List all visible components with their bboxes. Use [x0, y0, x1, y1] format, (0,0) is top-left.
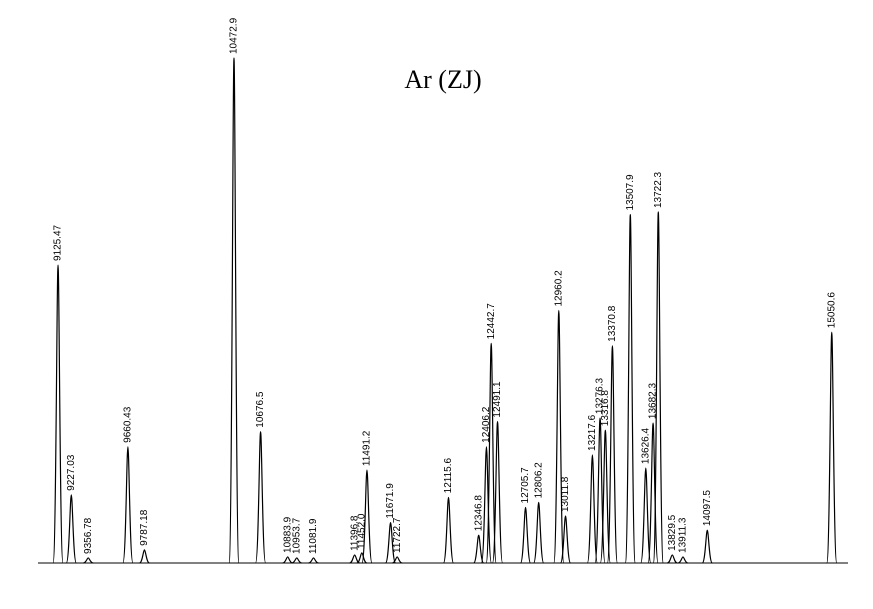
peak-label: 13682.3 [648, 383, 659, 420]
peak-label: 9125.47 [53, 224, 64, 261]
peak [701, 529, 713, 564]
peak [442, 496, 455, 564]
peak [599, 429, 611, 564]
peak [361, 469, 373, 564]
peak-label: 9660.43 [123, 406, 134, 443]
peak [624, 213, 636, 564]
peak [228, 57, 240, 564]
peak-label: 12806.2 [533, 462, 544, 499]
peak-label: 12442.7 [486, 303, 497, 340]
peak-label: 12346.8 [473, 495, 484, 532]
peak [308, 557, 319, 564]
peak-label: 9227.03 [66, 454, 77, 491]
peak [384, 521, 397, 564]
peak [473, 534, 485, 564]
peak-label: 13626.4 [640, 427, 651, 464]
peak-label: 11722.7 [392, 517, 403, 553]
peak [826, 331, 838, 564]
peak [553, 309, 565, 564]
peak-label: 9787.18 [139, 509, 150, 546]
peak [519, 506, 532, 564]
peak-label: 10472.9 [229, 17, 240, 54]
peak-label: 11491.2 [362, 430, 373, 466]
peak [122, 446, 134, 564]
peak [139, 549, 150, 564]
peak [65, 494, 77, 564]
peak-label: 13217.6 [587, 414, 598, 451]
peak-label: 12960.2 [553, 270, 564, 307]
peak [491, 420, 504, 564]
peak [254, 431, 267, 564]
peak [83, 557, 94, 564]
peak [677, 556, 689, 564]
peak-label: 13011.8 [560, 476, 571, 512]
peak-label: 12491.1 [492, 381, 503, 418]
peak-label: 12406.2 [481, 406, 492, 443]
peak [559, 515, 572, 564]
chart-title: Ar (ZJ) [404, 65, 481, 94]
peak-label: 10676.5 [255, 391, 266, 428]
peak-label: 13276.3 [595, 377, 606, 414]
peak-label: 13911.3 [678, 517, 689, 553]
peak [647, 422, 659, 564]
peak [52, 264, 64, 564]
peak-label: 11081.9 [308, 518, 319, 554]
peak [652, 211, 664, 564]
peak-label: 12115.6 [443, 458, 454, 494]
peak [485, 342, 497, 564]
peak [606, 345, 618, 564]
peak [640, 467, 652, 564]
peak-label: 13316.8 [600, 390, 611, 427]
peak-label: 12705.7 [520, 467, 531, 504]
peak [586, 454, 598, 564]
peak-label: 13507.9 [625, 174, 636, 211]
peak-label: 10883.9 [282, 516, 293, 553]
peak-label: 11396.8 [349, 515, 360, 551]
peak [533, 501, 545, 564]
peak [356, 552, 368, 564]
peak-label: 11671.9 [385, 483, 396, 519]
peak-label: 14097.5 [702, 490, 713, 527]
peak [392, 556, 403, 564]
peak-label: 13829.5 [667, 514, 678, 551]
peak-label: 15050.6 [826, 292, 837, 329]
peak-label: 11452.0 [356, 513, 367, 549]
peak-label: 10953.7 [291, 517, 302, 554]
peak-label: 13722.3 [653, 171, 664, 208]
peak-label: 9356.78 [83, 517, 94, 554]
peak [480, 446, 493, 564]
peak [282, 556, 293, 564]
peak-label: 13370.8 [607, 305, 618, 342]
peak [349, 554, 360, 564]
peak [667, 554, 678, 564]
peak [291, 557, 302, 564]
